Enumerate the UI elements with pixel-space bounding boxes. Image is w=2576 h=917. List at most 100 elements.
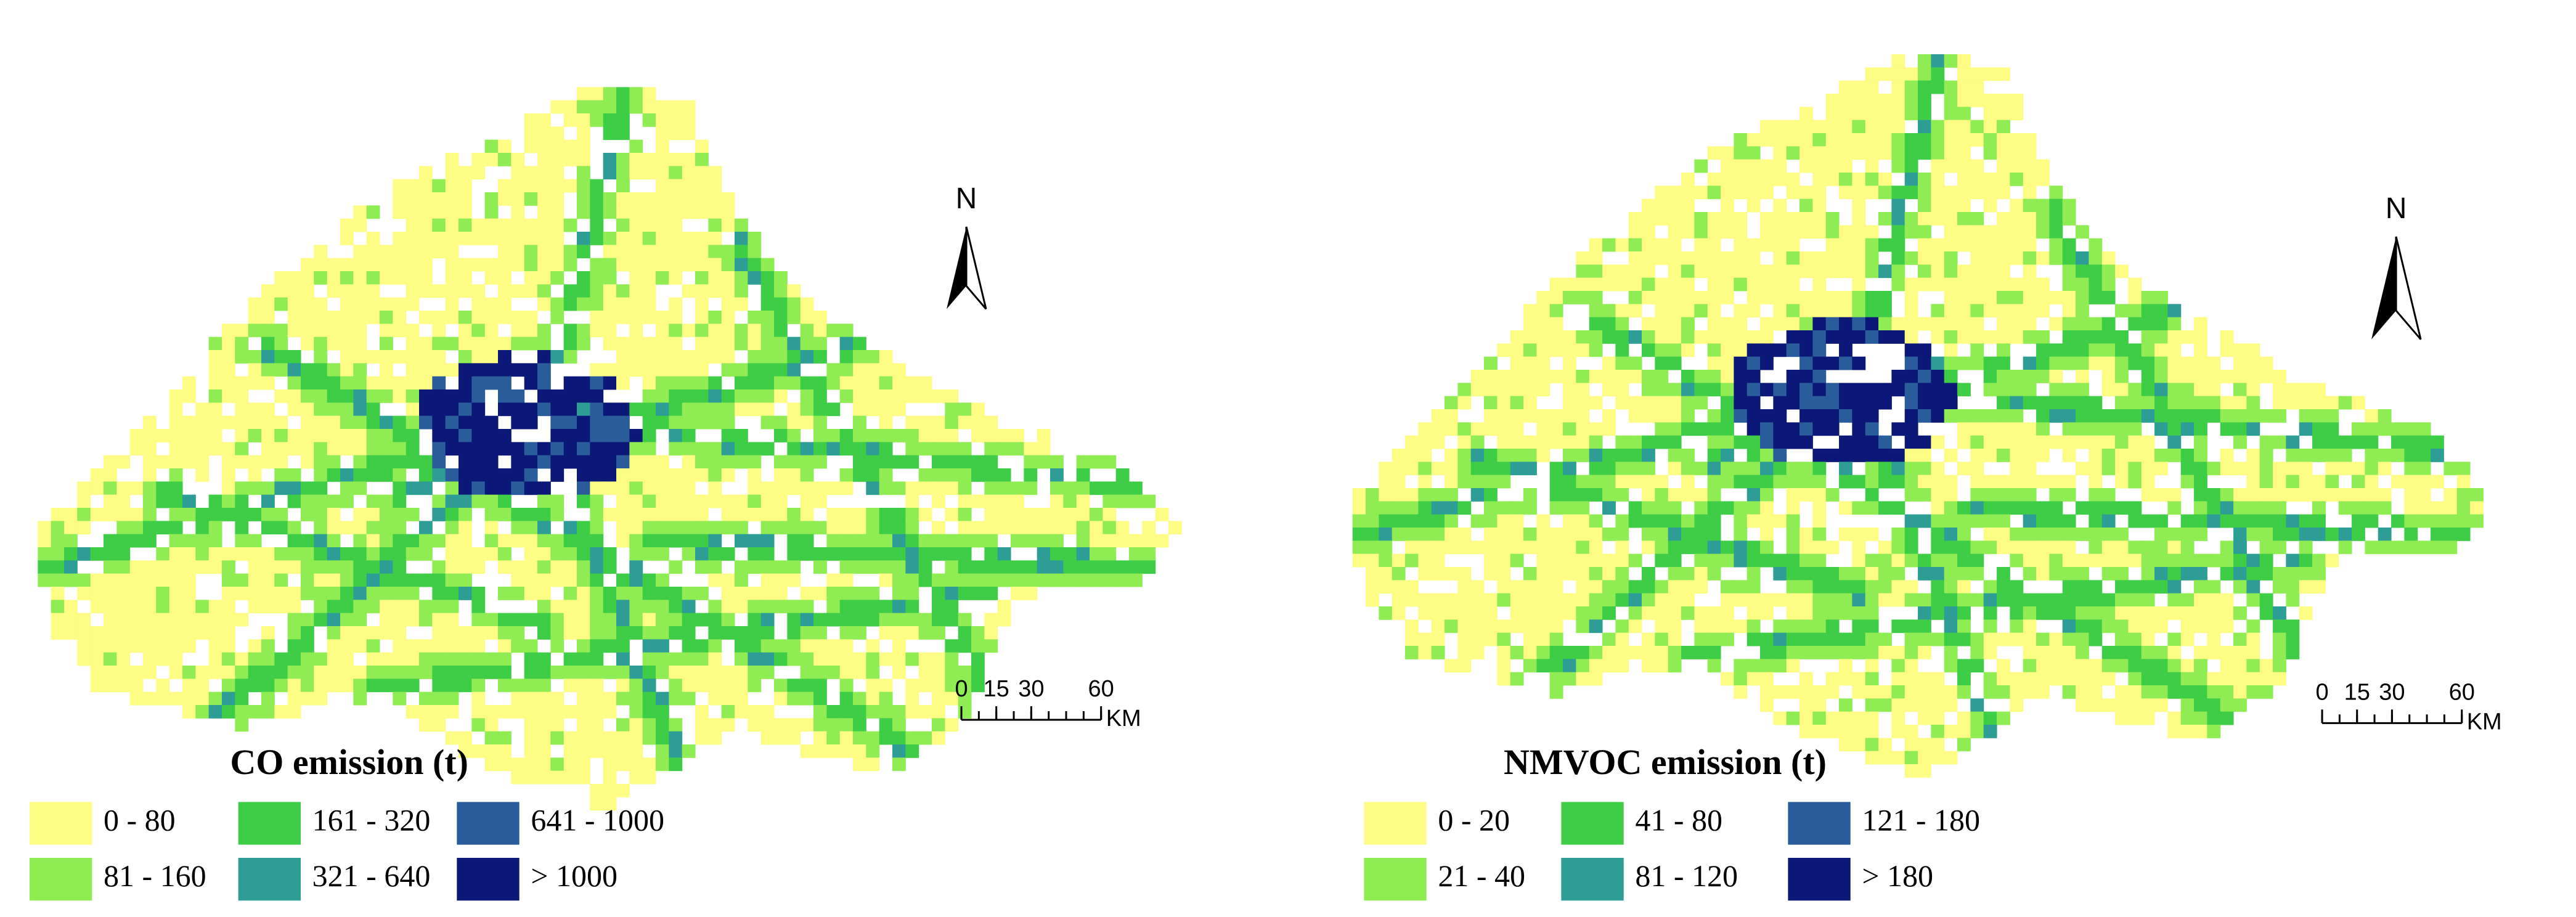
- grid-cell: [1681, 540, 1695, 555]
- grid-cell: [787, 468, 801, 482]
- grid-cell: [2141, 304, 2155, 318]
- grid-cell: [748, 534, 762, 548]
- grid-cell: [169, 666, 183, 679]
- grid-cell: [1484, 553, 1498, 568]
- grid-cell: [2180, 449, 2195, 462]
- grid-cell: [603, 100, 617, 114]
- grid-cell: [669, 560, 683, 574]
- grid-cell: [1050, 560, 1064, 574]
- grid-cell: [498, 350, 512, 364]
- grid-cell: [1904, 173, 1918, 186]
- grid-cell: [169, 455, 183, 469]
- grid-cell: [340, 560, 354, 574]
- grid-cell: [1760, 540, 1774, 555]
- grid-cell: [1957, 94, 1971, 107]
- grid-cell: [1773, 173, 1787, 186]
- grid-cell: [695, 666, 709, 679]
- grid-cell: [1405, 646, 1419, 659]
- grid-cell: [353, 508, 367, 521]
- grid-cell: [1470, 514, 1485, 528]
- grid-cell: [1904, 580, 1918, 594]
- grid-cell: [1957, 593, 1971, 607]
- grid-cell: [1957, 304, 1971, 318]
- grid-cell: [1800, 435, 1813, 449]
- grid-cell: [1970, 251, 1984, 265]
- grid-cell: [314, 311, 328, 324]
- grid-cell: [1668, 343, 1682, 357]
- grid-cell: [1457, 462, 1472, 476]
- grid-cell: [1602, 409, 1616, 423]
- grid-cell: [2259, 659, 2273, 673]
- grid-cell: [958, 402, 972, 417]
- grid-cell: [616, 613, 630, 627]
- grid-cell: [1957, 435, 1971, 449]
- grid-cell: [2076, 330, 2089, 344]
- grid-cell: [2194, 514, 2207, 528]
- grid-cell: [419, 705, 433, 719]
- grid-cell: [800, 600, 814, 614]
- grid-cell: [287, 639, 301, 653]
- grid-cell: [1694, 185, 1708, 200]
- grid-cell: [1786, 540, 1800, 555]
- grid-cell: [603, 547, 617, 561]
- grid-cell: [603, 468, 617, 482]
- grid-cell: [1825, 317, 1840, 331]
- grid-cell: [2076, 225, 2089, 239]
- grid-cell: [656, 666, 669, 679]
- grid-cell: [826, 573, 841, 587]
- grid-cell: [301, 284, 314, 298]
- grid-cell: [393, 271, 407, 285]
- grid-cell: [1970, 159, 1984, 173]
- grid-cell: [1825, 606, 1840, 620]
- grid-cell: [1970, 462, 1984, 476]
- grid-cell: [1983, 606, 1997, 620]
- grid-cell: [353, 481, 367, 495]
- grid-cell: [708, 336, 722, 351]
- grid-cell: [669, 744, 683, 758]
- legend-swatch: [457, 802, 520, 845]
- grid-cell: [1931, 553, 1945, 568]
- grid-cell: [1839, 698, 1853, 712]
- grid-cell: [1786, 133, 1800, 147]
- grid-cell: [511, 284, 525, 298]
- grid-cell: [1865, 725, 1879, 738]
- grid-cell: [301, 376, 314, 390]
- grid-cell: [892, 652, 906, 666]
- grid-cell: [2154, 659, 2168, 673]
- grid-cell: [603, 784, 617, 797]
- grid-cell: [393, 297, 407, 311]
- grid-cell: [484, 363, 499, 377]
- grid-cell: [1747, 343, 1761, 357]
- grid-cell: [484, 494, 499, 508]
- grid-cell: [1944, 185, 1958, 200]
- grid-cell: [2273, 632, 2286, 646]
- grid-cell: [1891, 751, 1906, 765]
- grid-cell: [169, 494, 183, 508]
- grid-cell: [2049, 291, 2063, 304]
- grid-cell: [1694, 462, 1708, 476]
- grid-cell: [353, 613, 367, 627]
- grid-cell: [2299, 553, 2313, 568]
- grid-cell: [2299, 422, 2313, 436]
- grid-cell: [656, 468, 669, 482]
- grid-cell: [1103, 481, 1117, 495]
- grid-cell: [1576, 580, 1590, 594]
- grid-cell: [1484, 422, 1498, 436]
- grid-cell: [2115, 370, 2129, 383]
- grid-cell: [642, 205, 656, 219]
- grid-cell: [2141, 343, 2155, 357]
- grid-cell: [2167, 646, 2182, 659]
- grid-cell: [1760, 264, 1774, 279]
- grid-cell: [2154, 343, 2168, 357]
- grid-cell: [1392, 501, 1406, 515]
- grid-cell: [1418, 449, 1432, 462]
- grid-cell: [866, 731, 880, 745]
- grid-cell: [314, 245, 328, 259]
- grid-cell: [366, 258, 380, 272]
- grid-cell: [51, 508, 65, 521]
- grid-cell: [760, 258, 775, 272]
- grid-cell: [1076, 560, 1090, 574]
- grid-cell: [813, 666, 827, 679]
- grid-cell: [1668, 225, 1682, 239]
- grid-cell: [1352, 540, 1366, 555]
